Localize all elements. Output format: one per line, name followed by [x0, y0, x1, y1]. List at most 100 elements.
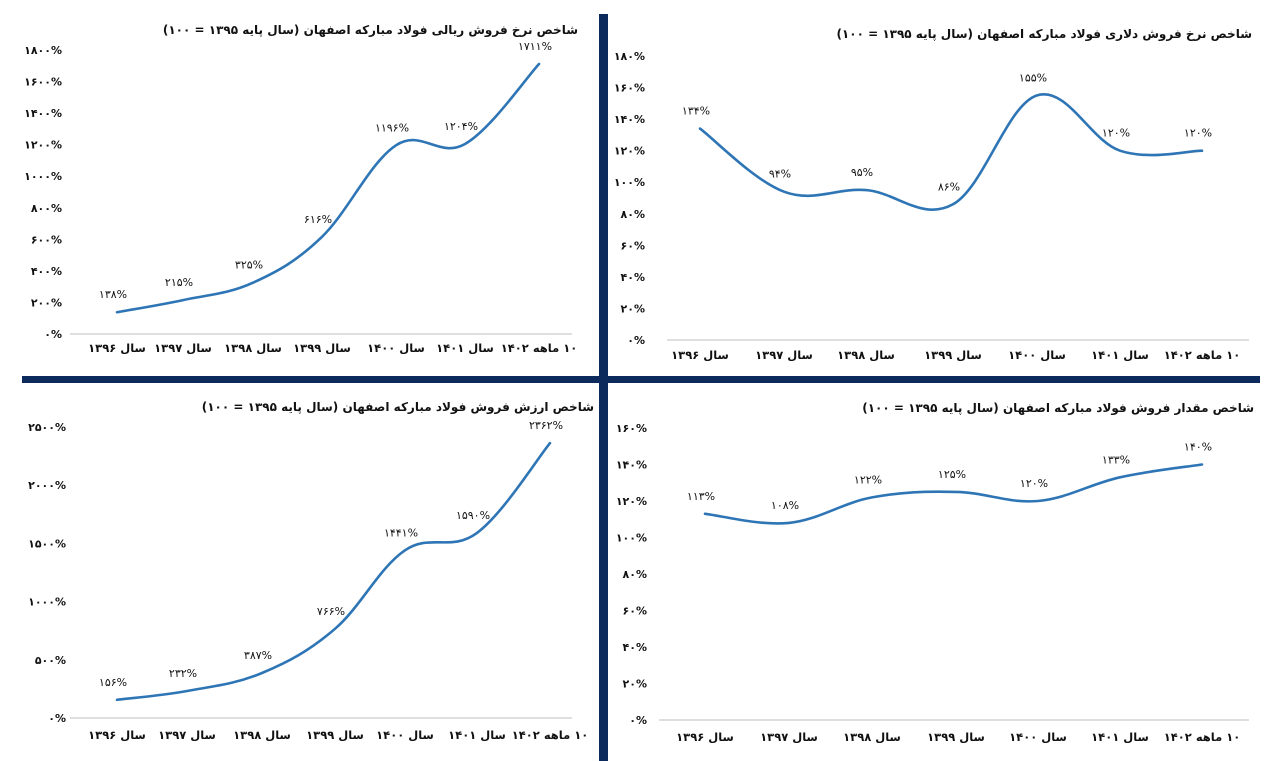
y-tick-label: ۶۰۰% [31, 233, 62, 246]
data-label: ۱۵۹۰% [456, 509, 490, 522]
series-line [698, 92, 1204, 211]
x-tick-label: ۱۰ ماهه ۱۴۰۲ [1164, 730, 1241, 744]
data-label: ۱۷۱۱% [518, 40, 552, 53]
x-tick-label: سال ۱۳۹۶ [88, 728, 146, 742]
series-line [115, 441, 552, 702]
data-label: ۱۴۰% [1184, 441, 1212, 454]
y-tick-label: ۱۴۰۰% [24, 107, 62, 120]
y-tick-label: ۸۰% [623, 568, 647, 581]
vertical-divider [599, 14, 608, 761]
data-label: ۱۴۴۱% [384, 526, 418, 539]
y-tick-label: ۸۰۰% [31, 202, 62, 215]
y-tick-label: ۱۶۰% [614, 82, 645, 95]
y-tick-label: ۱۰۰% [614, 176, 645, 189]
x-tick-label: سال ۱۴۰۰ [1009, 730, 1067, 744]
x-tick-label: سال ۱۳۹۷ [755, 348, 813, 362]
x-tick-label: ۱۰ ماهه ۱۴۰۲ [501, 341, 578, 355]
data-label: ۱۱۳% [687, 490, 715, 503]
chart-sales-value: ۰% ۵۰۰% ۱۰۰۰% ۱۵۰۰% ۲۰۰۰% ۲۵۰۰% سال ۱۳۹۶ سال ۱۳… [28, 419, 589, 742]
y-tick-label: ۰% [629, 714, 647, 727]
y-tick-label: ۱۴۰% [616, 459, 647, 472]
y-tick-label: ۰% [627, 334, 645, 347]
y-tick-label: ۴۰% [621, 271, 645, 284]
y-tick-label: ۱۰۰۰% [28, 596, 66, 609]
data-label: ۱۳۳% [1102, 453, 1130, 466]
data-label: ۹۴% [769, 168, 791, 181]
chart-title: شاخص ارزش فروش فولاد مبارکه اصفهان (سال … [201, 400, 594, 414]
chart-dollar-price: ۰% ۲۰% ۴۰% ۶۰% ۸۰% ۱۰۰% ۱۲۰% ۱۴۰% ۱۶۰% ۱۸۰% سال ۱۳… [614, 50, 1249, 362]
data-label: ۲۳۶۲% [529, 419, 563, 432]
y-tick-label: ۱۲۰% [616, 495, 647, 508]
x-tick-label: سال ۱۴۰۰ [367, 341, 425, 355]
data-label: ۱۲۰% [1184, 127, 1212, 140]
data-label: ۳۸۷% [244, 649, 272, 662]
data-label: ۱۳۴% [682, 105, 710, 118]
data-label: ۱۲۵% [938, 468, 966, 481]
x-tick-label: سال ۱۳۹۸ [233, 728, 291, 742]
y-tick-label: ۱۸۰% [614, 50, 645, 63]
x-tick-label: سال ۱۳۹۷ [154, 341, 212, 355]
y-tick-label: ۱۶۰۰% [24, 76, 62, 89]
series-line [703, 463, 1204, 525]
y-tick-label: ۵۰۰% [35, 654, 66, 667]
x-tick-label: سال ۱۴۰۱ [1091, 348, 1149, 362]
y-tick-label: ۱۵۰۰% [28, 537, 66, 550]
y-tick-label: ۱۴۰% [614, 113, 645, 126]
x-tick-label: سال ۱۳۹۶ [88, 341, 146, 355]
x-tick-label: ۱۰ ماهه ۱۴۰۲ [1164, 348, 1241, 362]
x-tick-label: سال ۱۳۹۹ [306, 728, 364, 742]
x-tick-label: سال ۱۳۹۹ [293, 341, 351, 355]
x-tick-label: سال ۱۳۹۷ [760, 730, 818, 744]
y-tick-label: ۱۲۰۰% [24, 139, 62, 152]
chart-panel-sales-quantity: شاخص مقدار فروش فولاد مبارکه اصفهان (سال… [609, 384, 1280, 761]
data-label: ۱۳۸% [99, 288, 127, 301]
y-tick-label: ۰% [48, 712, 66, 725]
y-tick-label: ۱۰۰۰% [24, 170, 62, 183]
x-tick-label: سال ۱۴۰۰ [376, 728, 434, 742]
y-tick-label: ۱۶۰% [616, 422, 647, 435]
x-tick-label: سال ۱۴۰۱ [448, 728, 506, 742]
y-tick-label: ۲۰% [621, 302, 645, 315]
data-label: ۱۲۰۴% [444, 120, 478, 133]
y-tick-label: ۲۰۰% [31, 296, 62, 309]
x-tick-label: سال ۱۳۹۸ [837, 348, 895, 362]
data-label: ۸۶% [938, 180, 960, 193]
chart-title: شاخص نرخ فروش دلاری فولاد مبارکه اصفهان … [836, 27, 1252, 41]
data-label: ۷۶۶% [317, 605, 345, 618]
y-tick-label: ۱۲۰% [614, 145, 645, 158]
x-tick-label: سال ۱۴۰۰ [1008, 348, 1066, 362]
x-tick-label: سال ۱۳۹۸ [843, 730, 901, 744]
y-tick-label: ۶۰% [623, 605, 647, 618]
data-label: ۱۵۵% [1019, 71, 1047, 84]
x-tick-label: سال ۱۳۹۶ [676, 730, 734, 744]
data-label: ۶۱۶% [304, 213, 332, 226]
x-tick-label: سال ۱۳۹۹ [924, 348, 982, 362]
data-label: ۱۲۰% [1020, 477, 1048, 490]
x-tick-label: سال ۱۴۰۱ [1091, 730, 1149, 744]
chart-rial-price: ۰% ۲۰۰% ۴۰۰% ۶۰۰% ۸۰۰% ۱۰۰۰% ۱۲۰۰% ۱۴۰۰% ۱۶۰۰% ۱۸… [24, 40, 578, 355]
y-tick-label: ۲۰۰۰% [28, 479, 66, 492]
chart-panel-rial-price: شاخص نرخ فروش ریالی فولاد مبارکه اصفهان … [0, 0, 598, 375]
x-tick-label: سال ۱۳۹۸ [224, 341, 282, 355]
y-tick-label: ۴۰% [623, 641, 647, 654]
y-tick-label: ۴۰۰% [31, 265, 62, 278]
chart-title: شاخص مقدار فروش فولاد مبارکه اصفهان (سال… [862, 401, 1254, 415]
horizontal-divider [22, 376, 1260, 383]
series-line [115, 62, 541, 314]
data-label: ۳۲۵% [235, 259, 263, 272]
data-label: ۱۰۸% [771, 499, 799, 512]
y-tick-label: ۱۰۰% [616, 532, 647, 545]
y-tick-label: ۰% [44, 328, 62, 341]
data-label: ۹۵% [851, 166, 873, 179]
x-tick-label: سال ۱۳۹۹ [927, 730, 985, 744]
x-tick-label: سال ۱۳۹۶ [671, 348, 729, 362]
data-label: ۲۳۲% [169, 667, 197, 680]
data-label: ۲۱۵% [165, 276, 193, 289]
y-tick-label: ۸۰% [621, 208, 645, 221]
data-label: ۱۱۹۶% [375, 121, 409, 134]
y-tick-label: ۲۵۰۰% [28, 421, 66, 434]
chart-panel-dollar-price: شاخص نرخ فروش دلاری فولاد مبارکه اصفهان … [609, 0, 1280, 375]
y-tick-label: ۲۰% [623, 678, 647, 691]
x-tick-label: سال ۱۴۰۱ [436, 341, 494, 355]
x-tick-label: ۱۰ ماهه ۱۴۰۲ [512, 728, 589, 742]
